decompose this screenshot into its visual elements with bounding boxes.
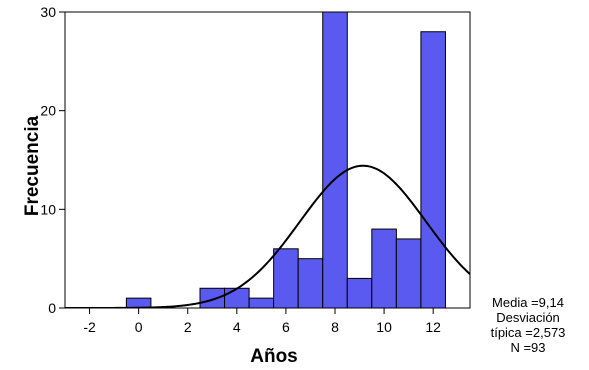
- histogram-bar-6: [322, 11, 348, 309]
- stats-line-n: N =93: [510, 340, 545, 355]
- x-tick-label: -2: [83, 319, 96, 335]
- x-axis-title: Años: [250, 346, 298, 367]
- x-tick-label: 2: [184, 319, 192, 335]
- histogram-bar-3: [248, 297, 275, 309]
- histogram-bar-7: [346, 277, 373, 309]
- x-tick-label: 6: [282, 319, 290, 335]
- histogram-bar-4: [273, 248, 299, 309]
- axes-layer: [64, 11, 471, 309]
- histogram-bar-0: [125, 297, 152, 309]
- histogram-bar-10: [420, 31, 446, 309]
- y-tick-label: 0: [48, 300, 56, 316]
- histogram-bar-1: [199, 287, 226, 309]
- stats-line-mean: Media =9,14: [492, 295, 564, 310]
- y-tick-label: 10: [40, 201, 56, 217]
- bars-layer: [125, 11, 446, 309]
- histogram-bar-9: [395, 238, 422, 309]
- x-tick-label: 12: [425, 319, 441, 335]
- plot-frame: [64, 11, 471, 309]
- histogram-bar-5: [297, 258, 324, 309]
- ticks-layer: -2 0 2 4 6 8 10 12 0 10 20 30: [40, 4, 441, 335]
- y-axis-title: Frecuencia: [22, 115, 43, 216]
- x-tick-label: 8: [331, 319, 339, 335]
- x-tick-label: 10: [376, 319, 392, 335]
- y-tick-label: 20: [40, 103, 56, 119]
- x-tick-label: 0: [135, 319, 143, 335]
- stats-line-sd-label: Desviación: [496, 310, 560, 325]
- stats-box: Media =9,14 Desviación típica =2,573 N =…: [491, 295, 566, 355]
- x-tick-label: 4: [233, 319, 241, 335]
- stats-line-sd-value: típica =2,573: [491, 325, 566, 340]
- y-tick-label: 30: [40, 4, 56, 20]
- histogram-bar-2: [224, 287, 250, 309]
- histogram-bar-8: [371, 228, 397, 309]
